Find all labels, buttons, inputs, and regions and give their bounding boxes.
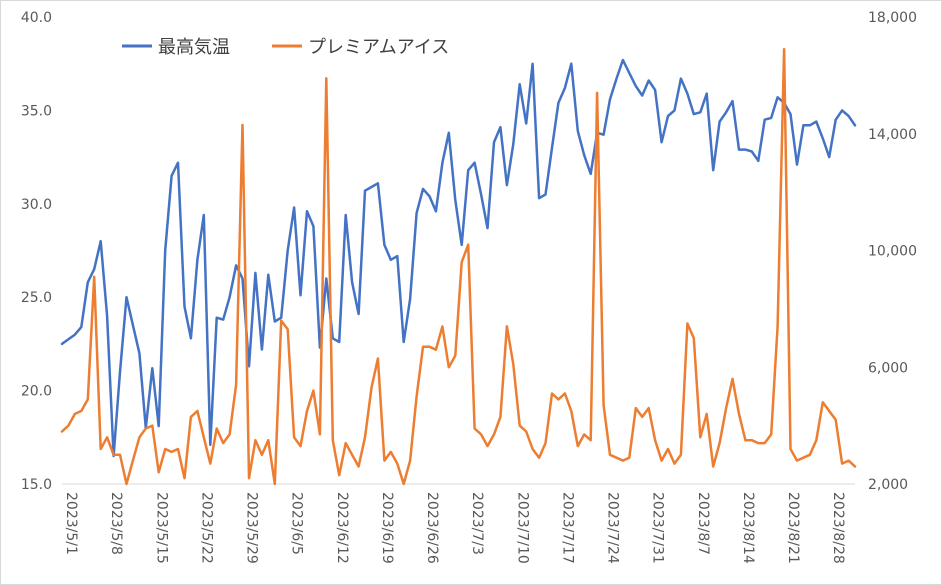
y-right-tick-label: 14,000: [868, 127, 917, 143]
x-tick-label: 2023/7/31: [650, 492, 666, 564]
series-layer: [60, 47, 857, 486]
y-left-tick-label: 35.0: [21, 103, 52, 119]
x-tick-label: 2023/8/14: [740, 492, 756, 564]
x-tick-label: 2023/7/24: [605, 492, 621, 564]
x-tick-label: 2023/5/15: [153, 492, 169, 564]
x-tick-label: 2023/5/29: [244, 492, 260, 564]
y-left-tick-label: 25.0: [21, 290, 52, 306]
series-line-temperature: [60, 58, 857, 458]
x-tick-label: 2023/7/10: [514, 492, 530, 564]
x-tick-label: 2023/6/19: [379, 492, 395, 564]
y-right-tick-label: 18,000: [868, 10, 917, 26]
x-tick-label: 2023/5/8: [108, 492, 124, 555]
x-tick-label: 2023/5/1: [63, 492, 79, 555]
x-tick-label: 2023/7/17: [559, 492, 575, 564]
series-line-premium-ice: [60, 47, 857, 486]
x-tick-label: 2023/6/5: [289, 492, 305, 555]
x-tick-label: 2023/8/7: [695, 492, 711, 555]
y-left-tick-label: 30.0: [21, 197, 52, 213]
x-axis: 2023/5/1 2023/5/8 2023/5/15 2023/5/22 2023/5…: [63, 492, 846, 564]
x-tick-label: 2023/5/22: [198, 492, 214, 564]
x-tick-label: 2023/8/28: [830, 492, 846, 564]
x-tick-label: 2023/6/12: [334, 492, 350, 564]
legend-label-ice: プレミアムアイス: [308, 37, 449, 58]
y-left-tick-label: 20.0: [21, 384, 52, 400]
legend-label-temp: 最高気温: [158, 37, 230, 58]
y-right-tick-label: 6,000: [868, 360, 908, 376]
y-right-tick-label: 10,000: [868, 244, 917, 260]
y-axis-right: 2,000 6,000 10,000 14,000 18,000: [868, 10, 917, 493]
x-tick-label: 2023/7/3: [469, 492, 485, 555]
y-left-tick-label: 15.0: [21, 477, 52, 493]
y-right-tick-label: 2,000: [868, 477, 908, 493]
legend: 最高気温 プレミアムアイス: [122, 37, 449, 58]
y-left-tick-label: 40.0: [21, 10, 52, 26]
x-tick-label: 2023/8/21: [785, 492, 801, 564]
y-axis-left: 15.0 20.0 25.0 30.0 35.0 40.0: [21, 10, 52, 493]
x-tick-label: 2023/6/26: [424, 492, 440, 564]
